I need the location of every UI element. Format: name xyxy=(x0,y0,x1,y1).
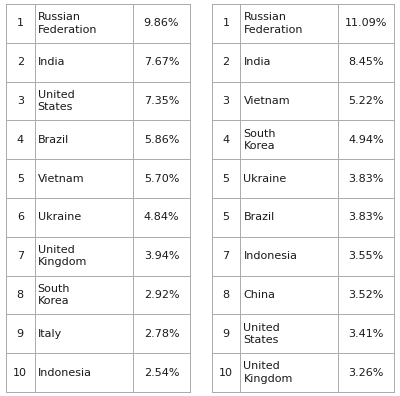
Text: 7: 7 xyxy=(222,251,230,261)
Text: 7.67%: 7.67% xyxy=(144,57,179,67)
Text: United
States: United States xyxy=(244,323,280,345)
Text: South
Korea: South Korea xyxy=(38,284,70,306)
Text: 9: 9 xyxy=(17,329,24,339)
Text: 9.86%: 9.86% xyxy=(144,18,179,29)
Text: Brazil: Brazil xyxy=(38,135,69,145)
Text: Indonesia: Indonesia xyxy=(38,367,92,378)
Text: Vietnam: Vietnam xyxy=(38,173,84,184)
Text: 3: 3 xyxy=(17,96,24,106)
Text: Vietnam: Vietnam xyxy=(244,96,290,106)
Text: 2: 2 xyxy=(17,57,24,67)
Text: 3.55%: 3.55% xyxy=(348,251,384,261)
Text: 1: 1 xyxy=(17,18,24,29)
Text: United
States: United States xyxy=(38,90,74,112)
Text: India: India xyxy=(244,57,271,67)
Text: Brazil: Brazil xyxy=(244,212,275,223)
Text: Russian
Federation: Russian Federation xyxy=(244,12,303,34)
Text: 7.35%: 7.35% xyxy=(144,96,179,106)
Text: 2.78%: 2.78% xyxy=(144,329,179,339)
Text: United
Kingdom: United Kingdom xyxy=(244,362,293,384)
Text: Ukraine: Ukraine xyxy=(38,212,81,223)
Text: 5.86%: 5.86% xyxy=(144,135,179,145)
Text: 5.70%: 5.70% xyxy=(144,173,179,184)
Text: Russian
Federation: Russian Federation xyxy=(38,12,97,34)
Text: 3.41%: 3.41% xyxy=(348,329,384,339)
Text: 6: 6 xyxy=(17,212,24,223)
Text: 3.52%: 3.52% xyxy=(348,290,384,300)
Text: 3.83%: 3.83% xyxy=(348,212,384,223)
Text: 2: 2 xyxy=(222,57,230,67)
Text: Ukraine: Ukraine xyxy=(244,173,287,184)
Text: 9: 9 xyxy=(222,329,230,339)
Text: 4.94%: 4.94% xyxy=(348,135,384,145)
Text: 2.92%: 2.92% xyxy=(144,290,179,300)
Text: 3.26%: 3.26% xyxy=(348,367,384,378)
Text: 5: 5 xyxy=(223,173,230,184)
Text: 10: 10 xyxy=(13,367,27,378)
Text: India: India xyxy=(38,57,65,67)
Text: 10: 10 xyxy=(219,367,233,378)
Text: 3.83%: 3.83% xyxy=(348,173,384,184)
Text: 4: 4 xyxy=(222,135,230,145)
Text: 8.45%: 8.45% xyxy=(348,57,384,67)
Text: United
Kingdom: United Kingdom xyxy=(38,245,87,267)
Text: 2.54%: 2.54% xyxy=(144,367,179,378)
Text: 8: 8 xyxy=(17,290,24,300)
Text: 3.94%: 3.94% xyxy=(144,251,179,261)
Text: 7: 7 xyxy=(17,251,24,261)
Text: Italy: Italy xyxy=(38,329,62,339)
Text: 4: 4 xyxy=(17,135,24,145)
Text: 1: 1 xyxy=(223,18,230,29)
Text: 3: 3 xyxy=(223,96,230,106)
Text: 4.84%: 4.84% xyxy=(144,212,179,223)
Text: 8: 8 xyxy=(222,290,230,300)
Text: 5.22%: 5.22% xyxy=(348,96,384,106)
Text: 5: 5 xyxy=(223,212,230,223)
Text: China: China xyxy=(244,290,276,300)
Text: Indonesia: Indonesia xyxy=(244,251,298,261)
Text: 5: 5 xyxy=(17,173,24,184)
Text: South
Korea: South Korea xyxy=(244,129,276,151)
Text: 11.09%: 11.09% xyxy=(345,18,387,29)
